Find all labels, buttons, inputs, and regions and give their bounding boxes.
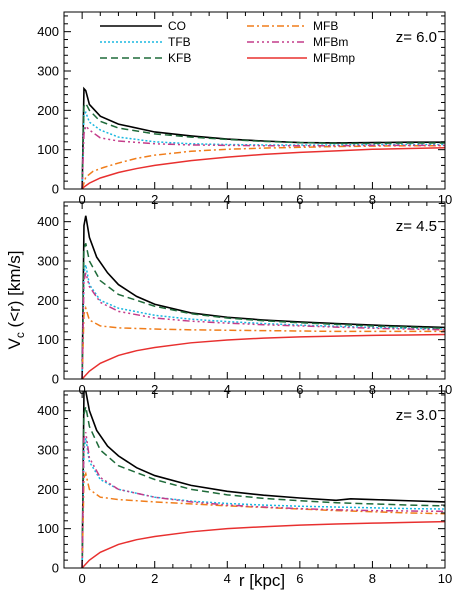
y-axis-title-sub: c [13, 332, 27, 338]
y-tick-label: 0 [52, 182, 59, 197]
legend-item-tfb: TFB [100, 35, 191, 49]
x-tick-label: 0 [79, 192, 86, 207]
series-tfb-line-panel-3 [81, 438, 445, 568]
series-mfbmp-line-panel-3 [81, 520, 445, 568]
x-tick-label: 6 [296, 571, 303, 586]
x-tick-label: 4 [224, 382, 231, 397]
x-tick-label: 10 [438, 382, 452, 397]
x-tick-label: 2 [151, 382, 158, 397]
y-tick-label: 400 [37, 214, 59, 229]
x-tick-label: 4 [224, 192, 231, 207]
x-tick-label: 8 [369, 382, 376, 397]
legend-item-mfb: MFB [247, 19, 338, 33]
legend-item-mfbm: MFBm [247, 35, 348, 49]
redshift-label-panel-2: z= 4.5 [396, 218, 437, 235]
legend-label-co: CO [168, 19, 186, 33]
x-tick-label: 10 [438, 571, 452, 586]
x-tick-label: 10 [438, 192, 452, 207]
y-tick-label: 100 [37, 142, 59, 157]
legend-label-mfb: MFB [313, 19, 338, 33]
series-tfb-line-panel-1 [81, 110, 445, 189]
y-tick-label: 0 [52, 561, 59, 576]
series-mfb-line-panel-3 [81, 471, 445, 568]
legend-item-kfb: KFB [100, 51, 191, 65]
y-tick-label: 200 [37, 482, 59, 497]
series-mfbmp-line-panel-2 [81, 333, 445, 379]
y-axis-title-main: V [5, 338, 24, 350]
legend-label-kfb: KFB [168, 51, 191, 65]
plot-frame-panel-1 [63, 11, 446, 190]
x-tick-label: 0 [79, 382, 86, 397]
series-mfbm-line-panel-3 [81, 432, 445, 568]
y-tick-label: 100 [37, 521, 59, 536]
redshift-label-panel-1: z= 6.0 [396, 29, 437, 46]
legend-item-mfbmp: MFBmp [247, 51, 355, 65]
series-mfbm-line-panel-2 [81, 272, 445, 379]
series-mfbmp-line-panel-1 [81, 146, 445, 189]
x-axis-title: r [kpc] [239, 571, 285, 590]
y-tick-label: 400 [37, 403, 59, 418]
series-co-line-panel-2 [81, 215, 445, 379]
series-mfbm-line-panel-1 [81, 124, 445, 189]
series-tfb-line-panel-2 [81, 264, 445, 379]
legend-item-co: CO [100, 19, 186, 33]
x-tick-label: 8 [369, 571, 376, 586]
legend-label-mfbm: MFBm [313, 35, 348, 49]
series-kfb-line-panel-3 [81, 406, 445, 568]
series-co-line-panel-3 [81, 391, 445, 568]
series-co-line-panel-1 [81, 86, 445, 189]
x-tick-label: 6 [296, 192, 303, 207]
redshift-label-panel-3: z= 3.0 [396, 407, 437, 424]
legend: CO TFB KFB MFB MFBm MFBmp [100, 19, 355, 65]
series-kfb-line-panel-2 [81, 243, 445, 379]
x-tick-label: 6 [296, 382, 303, 397]
legend-label-tfb: TFB [168, 35, 191, 49]
y-tick-label: 200 [37, 103, 59, 118]
x-tick-label: 0 [79, 571, 86, 586]
x-tick-label: 4 [224, 571, 231, 586]
plot-frame-panel-3 [63, 390, 446, 569]
y-tick-label: 300 [37, 64, 59, 79]
y-tick-label: 300 [37, 254, 59, 269]
y-axis-title: Vc (<r) [km/s] [5, 250, 27, 349]
y-axis-title-rest: (<r) [km/s] [5, 250, 24, 332]
y-tick-label: 400 [37, 24, 59, 39]
y-tick-label: 200 [37, 293, 59, 308]
x-tick-label: 8 [369, 192, 376, 207]
plot-frame-panel-2 [63, 201, 446, 380]
y-tick-label: 300 [37, 443, 59, 458]
series-mfb-line-panel-1 [81, 144, 445, 189]
x-tick-label: 2 [151, 192, 158, 207]
series-kfb-line-panel-1 [81, 101, 445, 189]
series-mfb-line-panel-2 [81, 305, 445, 379]
legend-label-mfbmp: MFBmp [313, 51, 355, 65]
x-tick-label: 2 [151, 571, 158, 586]
y-tick-label: 0 [52, 372, 59, 387]
y-tick-label: 100 [37, 332, 59, 347]
